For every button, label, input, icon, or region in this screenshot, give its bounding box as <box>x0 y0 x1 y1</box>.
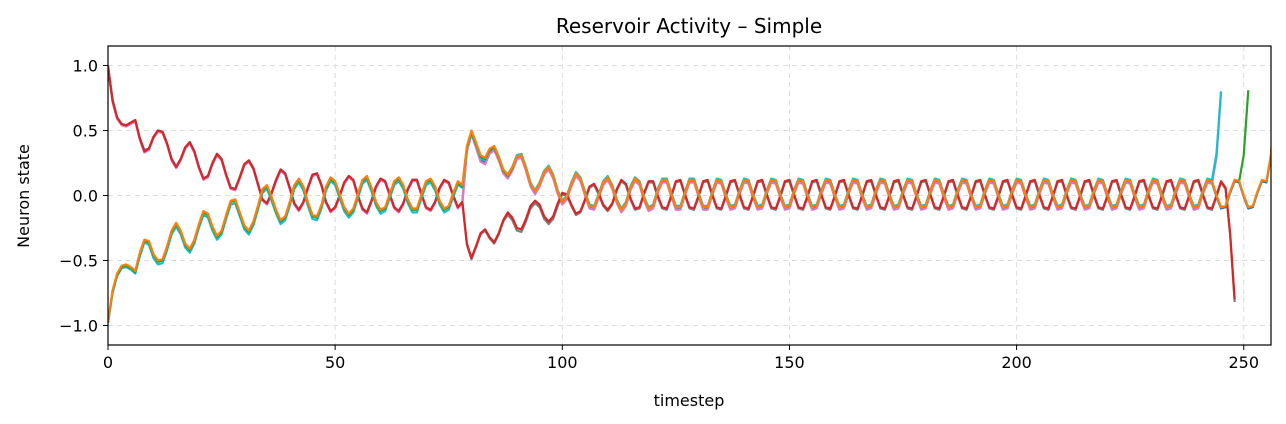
y-tick-label: 0.5 <box>73 122 98 141</box>
y-axis: 1.0 0.5 0.0 −0.5 −1.0 <box>59 57 108 336</box>
x-tick-label: 150 <box>774 353 805 372</box>
x-tick-label: 0 <box>103 353 113 372</box>
y-tick-label: −1.0 <box>59 317 98 336</box>
x-tick-label: 200 <box>1001 353 1032 372</box>
series-line-7 <box>108 129 1271 322</box>
x-tick-label: 250 <box>1228 353 1259 372</box>
x-tick-label: 50 <box>325 353 345 372</box>
y-tick-label: 1.0 <box>73 57 98 76</box>
chart-title: Reservoir Activity – Simple <box>556 14 822 38</box>
y-tick-label: −0.5 <box>59 252 98 271</box>
y-tick-label: 0.0 <box>73 187 98 206</box>
y-axis-label: Neuron state <box>14 144 33 248</box>
x-axis: 0 50 100 150 200 250 <box>103 345 1259 372</box>
x-tick-label: 100 <box>547 353 578 372</box>
x-axis-label: timestep <box>654 391 725 410</box>
grid <box>107 46 1271 345</box>
series-lines <box>108 65 1271 324</box>
